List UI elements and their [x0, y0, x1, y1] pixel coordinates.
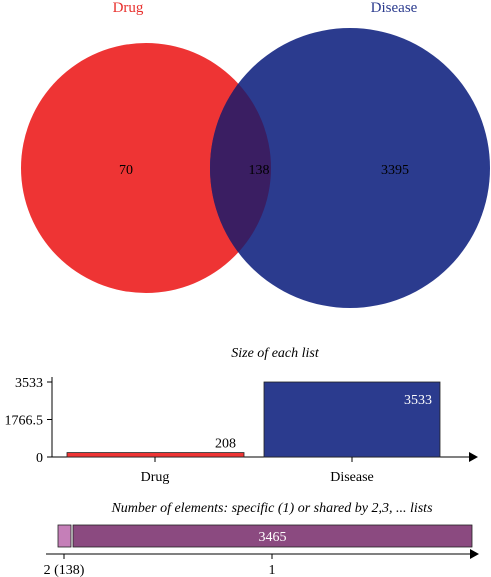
shared-count: 138 — [249, 163, 270, 178]
shared-axis-arrow-icon — [470, 549, 479, 559]
shared-segment-2 — [72, 524, 473, 548]
disease-circle — [210, 28, 490, 308]
y-tick-label: 3533 — [15, 376, 43, 391]
list-size-chart: Size of each list 3533 1766.5 0 208 3533 Dr… — [5, 346, 478, 485]
x-tick-label: Disease — [330, 470, 374, 485]
shared-axis-ticks: 2 (138) 1 — [44, 554, 276, 577]
bar-value-label: 3533 — [404, 393, 432, 408]
drug-circle — [21, 43, 271, 293]
list-size-bars: 208 3533 — [66, 381, 441, 458]
shared-elements-bar: 3465 — [57, 524, 473, 548]
y-tick-label: 1766.5 — [5, 414, 44, 429]
drug-set-label: Drug — [113, 0, 144, 16]
y-axis-ticks: 3533 1766.5 0 — [5, 376, 52, 466]
list-size-chart-title: Size of each list — [231, 346, 320, 361]
disease-set-label: Disease — [371, 0, 418, 16]
shared-segment-1 — [57, 524, 72, 548]
bar-value-label: 208 — [215, 437, 236, 452]
disease-only-count: 3395 — [381, 163, 409, 178]
bar-drug — [66, 452, 245, 458]
shared-tick-label: 2 (138) — [44, 563, 85, 577]
venn-diagram: Drug Disease 70 138 3395 — [21, 0, 490, 308]
shared-tick-label: 1 — [269, 563, 276, 577]
y-tick-label: 0 — [36, 451, 43, 466]
shared-elements-chart-title: Number of elements: specific (1) or shar… — [110, 501, 433, 516]
x-axis-labels: Drug Disease — [141, 457, 374, 485]
drug-only-count: 70 — [119, 163, 133, 178]
x-tick-label: Drug — [141, 470, 170, 485]
segment-value-label: 3465 — [259, 530, 287, 545]
x-axis-arrow-icon — [469, 452, 478, 462]
shared-elements-chart: Number of elements: specific (1) or shar… — [44, 501, 479, 577]
